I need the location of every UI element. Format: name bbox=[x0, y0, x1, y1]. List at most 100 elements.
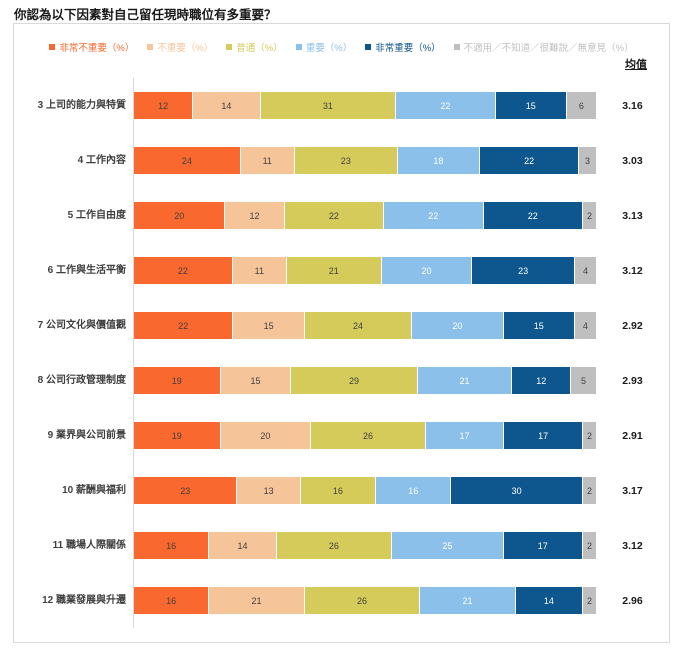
mean-value: 3.17 bbox=[622, 484, 643, 497]
bar-segment: 20 bbox=[412, 312, 503, 339]
bar-segment: 16 bbox=[300, 477, 376, 504]
chart-area: 非常不重要（%） 不重要（%） 普通（%） 重要（%） 非常重要（%） 不適用／不知道／很… bbox=[13, 23, 670, 643]
bar-area: 12 14 31 22 15 6 bbox=[133, 78, 596, 133]
bar-segment: 6 bbox=[566, 92, 596, 119]
stacked-bar: 16 14 26 25 17 2 bbox=[134, 532, 597, 559]
category-label: 4 工作內容 bbox=[77, 154, 126, 166]
bar-row: 5 工作自由度 20 12 22 22 22 2 3.13 bbox=[14, 188, 669, 243]
bar-area: 16 21 26 21 14 2 bbox=[133, 573, 597, 628]
bar-segment: 23 bbox=[134, 477, 237, 504]
bar-segment: 26 bbox=[304, 587, 420, 614]
category-label: 6 工作與生活平衡 bbox=[47, 264, 126, 276]
rows: 3 上司的能力與特質 12 14 31 22 15 6 3.16 4 工作內容 24 11 23 18 2… bbox=[14, 78, 669, 628]
bar-segment: 16 bbox=[376, 477, 451, 504]
bar-segment: 31 bbox=[260, 92, 396, 119]
bar-segment: 2 bbox=[582, 532, 597, 559]
category-label: 9 業界與公司前景 bbox=[47, 429, 126, 441]
bar-segment: 21 bbox=[286, 257, 381, 284]
bar-segment: 29 bbox=[291, 367, 417, 394]
bar-row: 8 公司行政管理制度 19 15 29 21 12 5 2.93 bbox=[14, 353, 669, 408]
bar-segment: 4 bbox=[575, 257, 596, 284]
bar-segment: 23 bbox=[472, 257, 575, 284]
legend-swatch-icon bbox=[147, 44, 154, 50]
bar-segment: 22 bbox=[134, 257, 232, 284]
bar-segment: 20 bbox=[220, 422, 311, 449]
stacked-bar: 20 12 22 22 22 2 bbox=[134, 202, 596, 229]
mean-value: 3.12 bbox=[622, 264, 643, 277]
bar-segment: 23 bbox=[294, 147, 397, 174]
bar-row: 9 業界與公司前景 19 20 26 17 17 2 2.91 bbox=[14, 408, 669, 463]
legend-label: 非常重要（%） bbox=[375, 43, 441, 54]
legend-item: 普通（%） bbox=[226, 40, 283, 54]
legend-item: 非常不重要（%） bbox=[49, 40, 134, 54]
bar-segment: 24 bbox=[134, 147, 240, 174]
mean-column-header: 均值 bbox=[625, 59, 647, 71]
legend-item: 重要（%） bbox=[295, 40, 352, 54]
bar-segment: 22 bbox=[134, 312, 233, 339]
mean-value: 2.92 bbox=[622, 319, 643, 332]
bar-segment: 21 bbox=[420, 587, 515, 614]
stacked-bar: 12 14 31 22 15 6 bbox=[134, 92, 596, 119]
bar-segment: 14 bbox=[515, 587, 582, 614]
bar-row: 6 工作與生活平衡 22 11 21 20 23 4 3.12 bbox=[14, 243, 669, 298]
stacked-bar: 22 11 21 20 23 4 bbox=[134, 257, 596, 284]
bar-area: 23 13 16 16 30 2 bbox=[133, 463, 597, 518]
stacked-bar: 16 21 26 21 14 2 bbox=[134, 587, 597, 614]
bar-row: 3 上司的能力與特質 12 14 31 22 15 6 3.16 bbox=[14, 78, 669, 133]
bar-segment: 19 bbox=[134, 422, 220, 449]
bar-segment: 4 bbox=[574, 312, 596, 339]
bar-segment: 17 bbox=[504, 422, 583, 449]
legend-swatch-icon bbox=[453, 44, 460, 50]
bar-segment: 16 bbox=[134, 587, 209, 614]
chart-legend: 非常不重要（%） 不重要（%） 普通（%） 重要（%） 非常重要（%） 不適用／不知道／很… bbox=[14, 40, 669, 54]
bar-segment: 22 bbox=[284, 202, 384, 229]
bar-area: 16 14 26 25 17 2 bbox=[133, 518, 597, 573]
bar-segment: 20 bbox=[381, 257, 472, 284]
mean-value: 2.96 bbox=[622, 594, 643, 607]
bar-segment: 3 bbox=[579, 147, 596, 174]
bar-area: 22 11 21 20 23 4 bbox=[133, 243, 596, 298]
bar-segment: 15 bbox=[495, 92, 566, 119]
chart-title: 你認為以下因素對自己留任現時職位有多重要？ bbox=[14, 8, 277, 22]
bar-area: 24 11 23 18 22 3 bbox=[133, 133, 596, 188]
bar-segment: 12 bbox=[134, 92, 193, 119]
bar-segment: 12 bbox=[512, 367, 571, 394]
mean-value: 3.16 bbox=[622, 99, 643, 112]
bar-segment: 17 bbox=[425, 422, 504, 449]
legend-swatch-icon bbox=[226, 44, 233, 50]
bar-segment: 21 bbox=[209, 587, 304, 614]
bar-row: 7 公司文化與價值觀 22 15 24 20 15 4 2.92 bbox=[14, 298, 669, 353]
bar-row: 4 工作內容 24 11 23 18 22 3 3.03 bbox=[14, 133, 669, 188]
bar-segment: 22 bbox=[483, 202, 582, 229]
stacked-bar: 19 20 26 17 17 2 bbox=[134, 422, 596, 449]
legend-label: 普通（%） bbox=[236, 43, 283, 54]
bar-area: 19 20 26 17 17 2 bbox=[133, 408, 596, 463]
mean-value: 2.93 bbox=[622, 374, 643, 387]
bar-segment: 5 bbox=[571, 367, 596, 394]
bar-segment: 11 bbox=[232, 257, 286, 284]
stacked-bar: 23 13 16 16 30 2 bbox=[134, 477, 597, 504]
bar-segment: 21 bbox=[417, 367, 512, 394]
bar-segment: 20 bbox=[134, 202, 225, 229]
bar-row: 11 職場人際關係 16 14 26 25 17 2 3.12 bbox=[14, 518, 669, 573]
stacked-bar: 24 11 23 18 22 3 bbox=[134, 147, 596, 174]
stacked-bar: 19 15 29 21 12 5 bbox=[134, 367, 596, 394]
bar-segment: 25 bbox=[392, 532, 503, 559]
bar-segment: 2 bbox=[583, 422, 596, 449]
bar-segment: 18 bbox=[397, 147, 480, 174]
mean-value: 3.03 bbox=[622, 154, 643, 167]
bar-segment: 22 bbox=[396, 92, 495, 119]
bar-area: 19 15 29 21 12 5 bbox=[133, 353, 596, 408]
legend-item: 不重要（%） bbox=[147, 40, 213, 54]
category-label: 7 公司文化與價值觀 bbox=[37, 319, 126, 331]
category-label: 3 上司的能力與特質 bbox=[37, 99, 126, 111]
legend-swatch-icon bbox=[365, 44, 372, 50]
bar-segment: 12 bbox=[225, 202, 284, 229]
legend-label: 不重要（%） bbox=[157, 43, 214, 54]
bar-segment: 15 bbox=[220, 367, 291, 394]
bar-segment: 22 bbox=[480, 147, 579, 174]
bar-segment: 13 bbox=[237, 477, 300, 504]
category-label: 12 職業發展與升遷 bbox=[42, 594, 126, 606]
legend-swatch-icon bbox=[49, 44, 56, 50]
bar-segment: 22 bbox=[384, 202, 483, 229]
